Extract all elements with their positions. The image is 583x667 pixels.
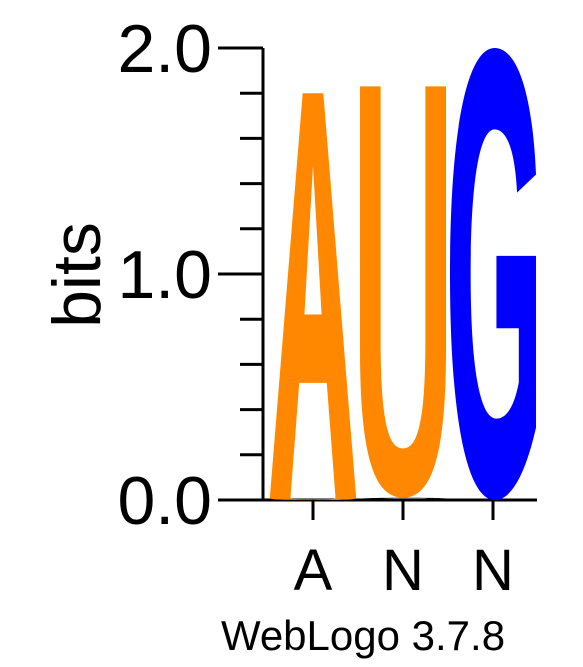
y-axis: 0.0 1.0 2.0 (117, 11, 265, 539)
x-tick-label: N (382, 538, 424, 603)
x-tick-label: N (472, 538, 514, 603)
y-axis-label: bits (39, 222, 115, 328)
letter-stacks (270, 48, 536, 500)
stack-position-3 (450, 48, 536, 500)
y-tick-labels: 0.0 1.0 2.0 (117, 11, 212, 539)
letter-u (270, 495, 356, 500)
x-tick-label: A (294, 538, 333, 603)
y-ticks (218, 46, 263, 502)
y-tick-label: 1.0 (117, 237, 212, 313)
y-tick-label: 0.0 (117, 463, 212, 539)
stack-position-1 (270, 93, 356, 500)
letter-g (450, 48, 536, 500)
stack-position-2 (360, 86, 446, 500)
letter-u (360, 86, 446, 498)
y-tick-label: 2.0 (117, 11, 212, 87)
letter-g (360, 497, 446, 500)
weblogo-version-label: WebLogo 3.7.8 (221, 612, 505, 659)
letter-a (270, 93, 356, 496)
x-ticks (311, 500, 495, 520)
